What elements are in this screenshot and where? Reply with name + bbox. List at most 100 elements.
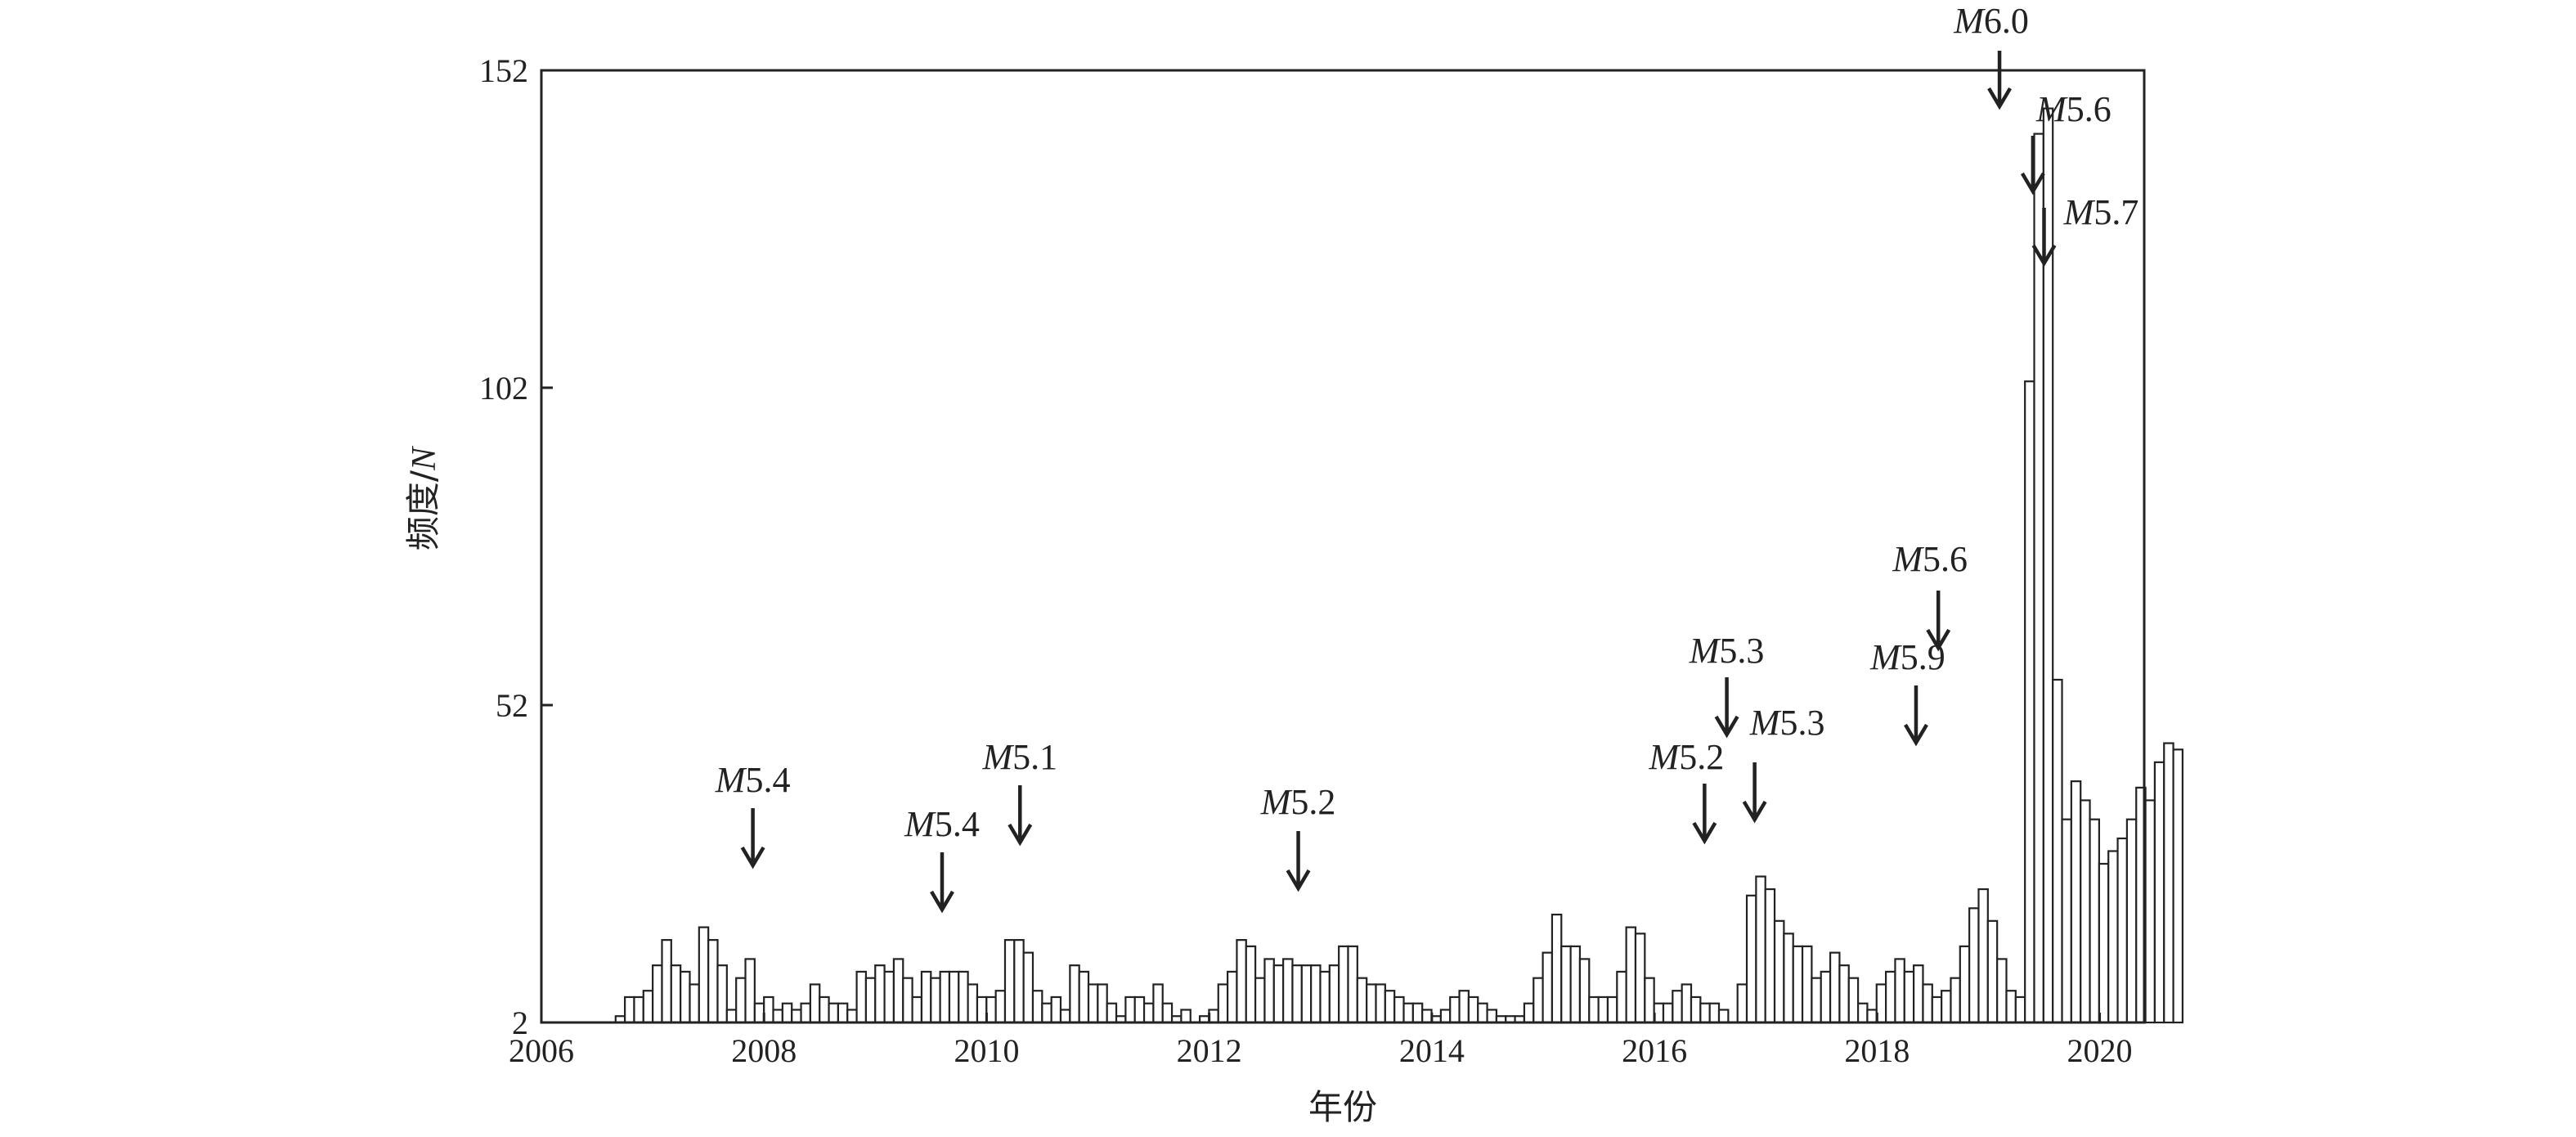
magnitude-annotation: M5.4 [904, 804, 980, 914]
bar [1560, 945, 1572, 1024]
annotation-label: M5.3 [1749, 703, 1825, 743]
bar [985, 995, 997, 1024]
arrow-down-icon [2031, 244, 2057, 267]
bar [920, 970, 932, 1024]
arrow-down-icon [1286, 869, 1311, 892]
bar [1328, 964, 1340, 1024]
bar [828, 1002, 839, 1024]
bar [1236, 939, 1247, 1024]
bar [1533, 977, 1544, 1024]
bar [994, 990, 1007, 1024]
annotation-prefix: M [1649, 737, 1681, 777]
bar [948, 970, 960, 1024]
annotation-prefix: M [2063, 192, 2096, 232]
bar [1986, 919, 1999, 1024]
bar [874, 964, 886, 1024]
annotation-prefix: M [1953, 1, 1986, 41]
arrow-down-icon [1987, 87, 2012, 110]
bar [1941, 990, 1952, 1024]
bar [1847, 977, 1860, 1024]
bar [670, 964, 682, 1024]
bar [2080, 799, 2091, 1024]
bar [1263, 958, 1275, 1024]
bar [652, 964, 663, 1024]
bar [1773, 919, 1785, 1024]
x-tick-label: 2010 [954, 1032, 1019, 1069]
bar [707, 939, 719, 1024]
bar [1467, 995, 1479, 1024]
bar [2163, 742, 2174, 1024]
bar [1106, 1002, 1118, 1024]
arrow-down-icon [1926, 628, 1951, 652]
magnitude-annotation: M5.6 [1892, 539, 1968, 652]
bar [2098, 862, 2110, 1024]
bar [735, 977, 747, 1024]
bar [800, 1002, 811, 1024]
bar [1384, 990, 1396, 1024]
x-tick-label: 2008 [731, 1032, 797, 1069]
bar [772, 1009, 783, 1024]
y-axis-label: 频度/N [403, 446, 443, 551]
bar [2125, 818, 2138, 1024]
magnitude-annotation: M5.1 [981, 737, 1057, 847]
bar [1950, 977, 1961, 1024]
y-axis-label-var: N [406, 446, 443, 471]
bar [2052, 678, 2063, 1024]
bar [1922, 983, 1933, 1024]
magnitude-annotation: M5.2 [1260, 782, 1335, 892]
bar [1662, 1002, 1674, 1024]
magnitude-annotation: M5.2 [1649, 737, 1724, 845]
magnitude-annotation: M5.4 [715, 760, 790, 870]
annotation-label: M5.3 [1689, 631, 1765, 671]
annotation-label: M5.4 [904, 804, 980, 844]
bar [1736, 983, 1748, 1024]
annotation-prefix: M [981, 737, 1014, 777]
annotation-value: 5.6 [1923, 539, 1968, 579]
annotation-prefix: M [2035, 89, 2068, 129]
arrow-down-icon [1714, 715, 1739, 739]
annotation-value: 5.3 [1719, 631, 1764, 671]
bar [1588, 995, 1600, 1024]
bar [725, 1009, 738, 1024]
bar [1338, 945, 1349, 1024]
annotation-value: 5.2 [1679, 737, 1724, 777]
annotation-label: M5.7 [2063, 192, 2139, 232]
annotation-label: M5.6 [1892, 539, 1968, 579]
bar [2005, 990, 2017, 1024]
bar [2153, 761, 2165, 1024]
bar [1523, 1002, 1535, 1024]
bar [1931, 995, 1943, 1024]
bar [2014, 995, 2026, 1024]
bar [1699, 1002, 1711, 1024]
bar [1031, 990, 1043, 1024]
bar [2172, 748, 2184, 1024]
bar [1050, 995, 1062, 1024]
bar [1708, 1002, 1721, 1024]
bar [837, 1002, 849, 1024]
x-axis-label: 年份 [1308, 1087, 1377, 1127]
annotation-prefix: M [1892, 539, 1924, 579]
bar [1672, 990, 1683, 1024]
y-tick-label: 52 [496, 687, 528, 724]
bar [1866, 1009, 1878, 1024]
y-tick-label: 2 [512, 1004, 528, 1041]
annotation-prefix: M [1869, 637, 1902, 677]
magnitude-annotation: M5.6 [2020, 89, 2112, 195]
bar [1829, 951, 1841, 1024]
bar [976, 995, 988, 1024]
annotation-label: M6.0 [1953, 1, 2029, 41]
bar [1245, 945, 1257, 1024]
bar [1551, 913, 1563, 1024]
bar [1764, 888, 1776, 1024]
annotation-label: M5.1 [981, 737, 1057, 777]
bar [2089, 818, 2100, 1024]
bar [1894, 958, 1905, 1024]
bar [1393, 995, 1405, 1024]
bar [1959, 945, 1971, 1024]
bar [1411, 1002, 1424, 1024]
bar [2107, 850, 2119, 1024]
bar [1820, 970, 1832, 1024]
bar [753, 1002, 765, 1024]
magnitude-annotation: M5.3 [1742, 703, 1825, 824]
